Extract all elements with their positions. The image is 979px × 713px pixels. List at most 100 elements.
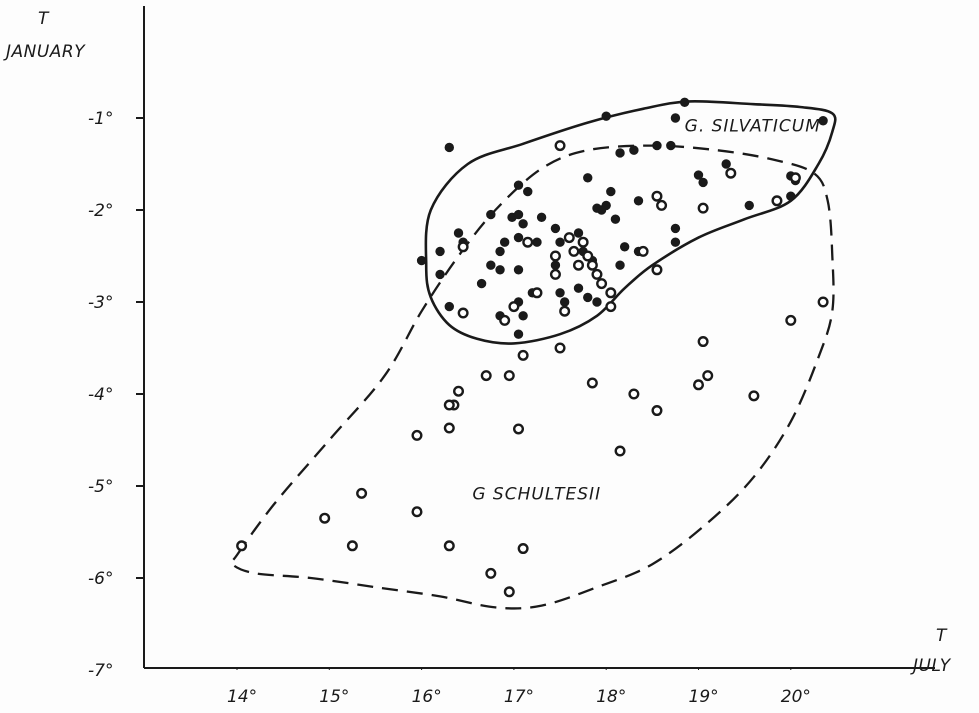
data-point-filled [499,237,510,247]
region-label-schultesii: G SCHULTESII [472,484,601,504]
data-point-filled [495,246,505,257]
data-point-open [789,172,801,184]
x-tick-label: 17° [504,687,534,707]
data-point-open [568,245,580,257]
region-outline-silvaticum [424,99,837,345]
data-point-open [457,307,469,319]
data-point-filled [495,265,505,275]
data-point-filled [610,214,621,224]
x-tick-label: 14° [227,687,257,707]
data-point-open [573,259,585,271]
data-point-filled [513,329,524,339]
data-point-open [563,232,575,244]
data-point-filled [693,170,704,180]
x-tick-label: 16° [412,687,442,707]
data-point-filled [476,278,487,289]
data-point-filled [619,242,630,252]
x-tick-label: 18° [596,687,626,707]
data-point-filled [786,191,796,201]
data-point-open [785,314,797,326]
data-point-filled [592,297,602,307]
data-point-filled [435,246,445,257]
data-point-filled [666,140,676,151]
data-point-filled [559,297,570,307]
data-point-open [443,399,455,411]
data-point-filled [523,186,533,197]
data-point-open [517,349,529,361]
x-axis-title-top: T [936,626,948,646]
data-point-open [697,202,709,214]
data-point-filled [555,288,565,298]
data-point-open [559,305,571,317]
data-point-open [411,429,423,441]
data-point-open [319,512,331,524]
data-point-filled [555,237,565,247]
data-point-filled [698,177,708,188]
data-point-open [457,241,469,253]
region-outlines [229,99,837,610]
data-point-open [503,586,515,598]
data-point-open [346,540,358,552]
data-point-open [554,140,566,152]
data-point-open [697,336,709,348]
data-point-filled [513,232,524,243]
data-point-filled [550,260,561,270]
data-point-filled [486,209,496,220]
data-point-filled [518,219,528,229]
data-point-filled [532,237,542,247]
data-point-open [522,236,534,248]
data-point-filled [633,196,644,206]
data-point-open [503,370,515,382]
data-point-open [549,268,561,280]
x-axis-title-bottom: JULY [910,656,952,676]
data-point-filled [573,283,584,293]
data-point-open [513,423,525,435]
data-point-open [485,567,497,579]
data-point-open [693,379,705,391]
data-point-filled [629,145,639,155]
text-labels: T JANUARY T JULY G. SILVATICUM G SCHULTE… [3,9,952,676]
data-point-filled [818,116,828,126]
x-tick-label: 15° [319,687,349,707]
data-point-open [748,390,760,402]
data-point-filled [583,173,593,183]
data-point-filled [670,223,681,234]
data-point-open [817,296,829,308]
data-point-open [637,245,649,257]
data-point-open [554,342,566,354]
data-point-filled [679,97,690,108]
data-point-open [443,540,455,552]
data-point-open [356,487,368,499]
y-axis-title-top: T [38,9,50,29]
data-point-open [411,506,423,518]
data-point-open [605,301,617,313]
region-label-silvaticum: G. SILVATICUM [685,116,821,136]
data-point-open [453,385,465,397]
data-point-filled [615,148,625,158]
data-point-open [628,388,640,400]
data-point-open [582,250,594,262]
data-point-open [443,422,455,434]
data-point-open [517,543,529,555]
data-point-filled [744,200,754,211]
data-point-filled [453,228,464,238]
y-tick-label: -2° [88,201,113,221]
data-point-open [549,250,561,262]
data-point-open [702,370,714,382]
data-point-filled [444,142,454,153]
y-tick-label: -4° [88,385,113,405]
y-tick-label: -6° [88,569,113,589]
data-point-open [591,268,603,280]
x-tick-label: 19° [689,687,719,707]
data-point-open [651,405,663,417]
data-point-open [480,370,492,382]
data-point-open [596,278,608,290]
data-point-filled [615,260,625,270]
data-point-filled [583,292,593,303]
data-point-filled [573,228,584,238]
data-point-filled [513,180,524,190]
data-point-filled [486,260,496,270]
data-point-open [725,167,737,179]
